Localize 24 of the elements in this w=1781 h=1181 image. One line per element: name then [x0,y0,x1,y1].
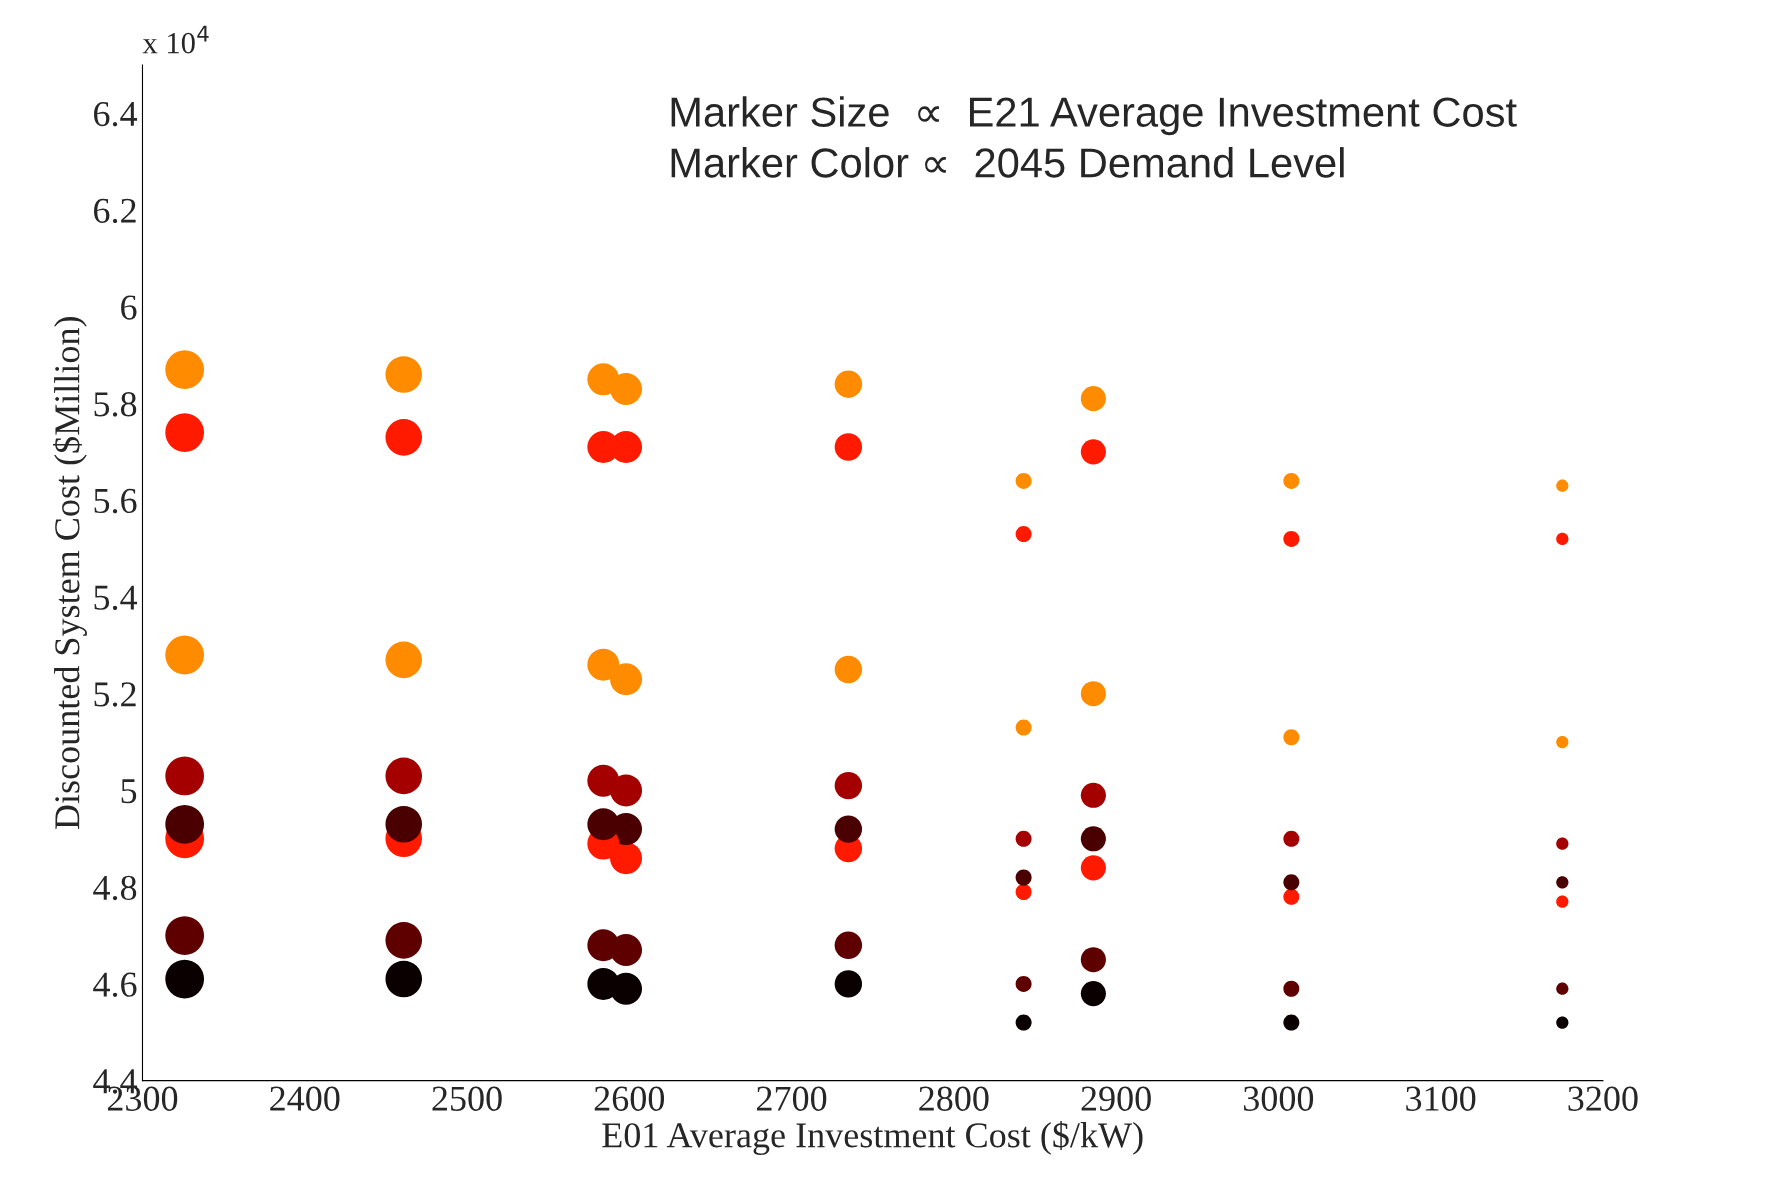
x-tick-label: 2900 [1081,1086,1151,1111]
y-tick-label: 5.4 [94,585,138,611]
x-tick-label: 2400 [270,1086,340,1111]
y-tick-label: 6.4 [94,101,138,127]
y-tick-label: 5 [121,779,137,804]
y-tick-label: 4.6 [93,972,137,997]
y-tick-label: 6.2 [94,198,136,224]
y-tick-label: 4.8 [93,875,137,901]
x-tick-label: 3000 [1243,1086,1314,1111]
y-tick-label: 5.2 [94,682,136,707]
text: x 10$^{4}$ [142,25,209,54]
y-tick-label: 5.6 [94,488,137,514]
x-tick-label: 2800 [919,1086,989,1111]
annotation: Marker Size ∝ E21 Average Investment Cost [671,96,1517,136]
annotation: Marker Color ∝ 2045 Demand Level [671,147,1344,178]
x-tick-label: 3100 [1406,1086,1476,1111]
y-tick-label: 6 [121,295,137,320]
x-axis-title: E01 Average Investment Cost ($/kW) [602,1121,1143,1155]
y-axis-title: Discounted System Cost ($Million) [52,317,87,830]
x-tick-label: 2500 [432,1086,502,1111]
x-tick-label: 2600 [594,1086,665,1111]
x-tick-label: 3200 [1568,1086,1638,1111]
x-tick-label: 2700 [757,1086,827,1111]
y-tick-label: 5.8 [94,392,137,417]
